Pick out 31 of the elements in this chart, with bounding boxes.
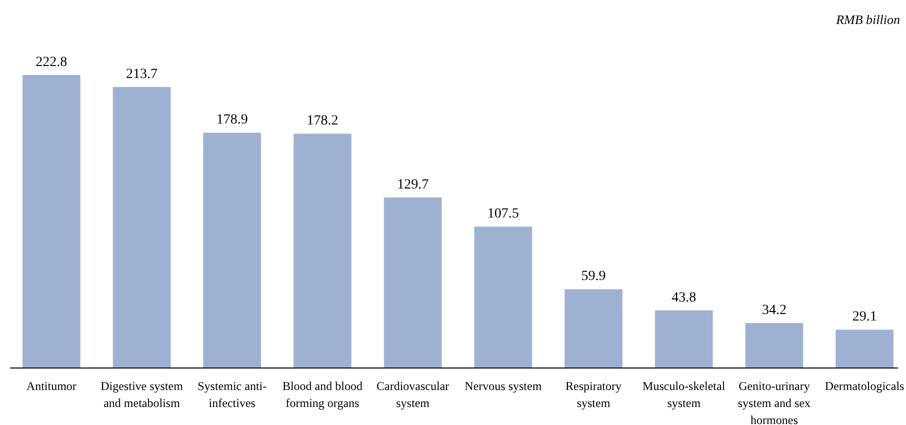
bar	[112, 86, 171, 368]
bar	[294, 134, 352, 368]
x-tick-label: Genito-urinary system and sex hormones	[738, 379, 811, 425]
text: RMB billion	[835, 12, 900, 27]
bar	[474, 226, 532, 368]
x-tick-label: Musculo-skeletal system	[642, 379, 726, 410]
data-label: 178.2	[306, 114, 338, 129]
data-label: 43.8	[672, 290, 696, 306]
bar	[654, 310, 713, 368]
data-label: 178.9	[216, 112, 248, 128]
data-label: 222.8	[36, 55, 68, 70]
bar	[836, 330, 894, 368]
x-tick-label: Antitumor	[26, 379, 76, 393]
bar	[384, 197, 442, 368]
bar	[564, 289, 622, 368]
bar	[745, 323, 804, 368]
x-tick-label: Cardiovascular system	[376, 379, 450, 410]
data-label: 59.9	[581, 269, 606, 284]
x-tick-label: Digestive system and metabolism	[100, 379, 184, 410]
bar	[203, 132, 262, 368]
x-tick-label: Dermatologicals	[824, 379, 905, 393]
data-label: 29.1	[852, 310, 877, 325]
x-tick-label: Respiratory system	[566, 379, 622, 410]
x-tick-label: Blood and blood forming organs	[282, 379, 362, 410]
x-tick-label: Systemic anti-infectives	[198, 379, 267, 410]
bar	[22, 75, 80, 368]
x-tick-label: Nervous system	[464, 379, 542, 393]
data-label: 129.7	[397, 177, 429, 192]
data-label: 34.2	[762, 303, 786, 318]
data-label: 107.5	[487, 206, 519, 222]
data-label: 213.7	[126, 66, 158, 82]
